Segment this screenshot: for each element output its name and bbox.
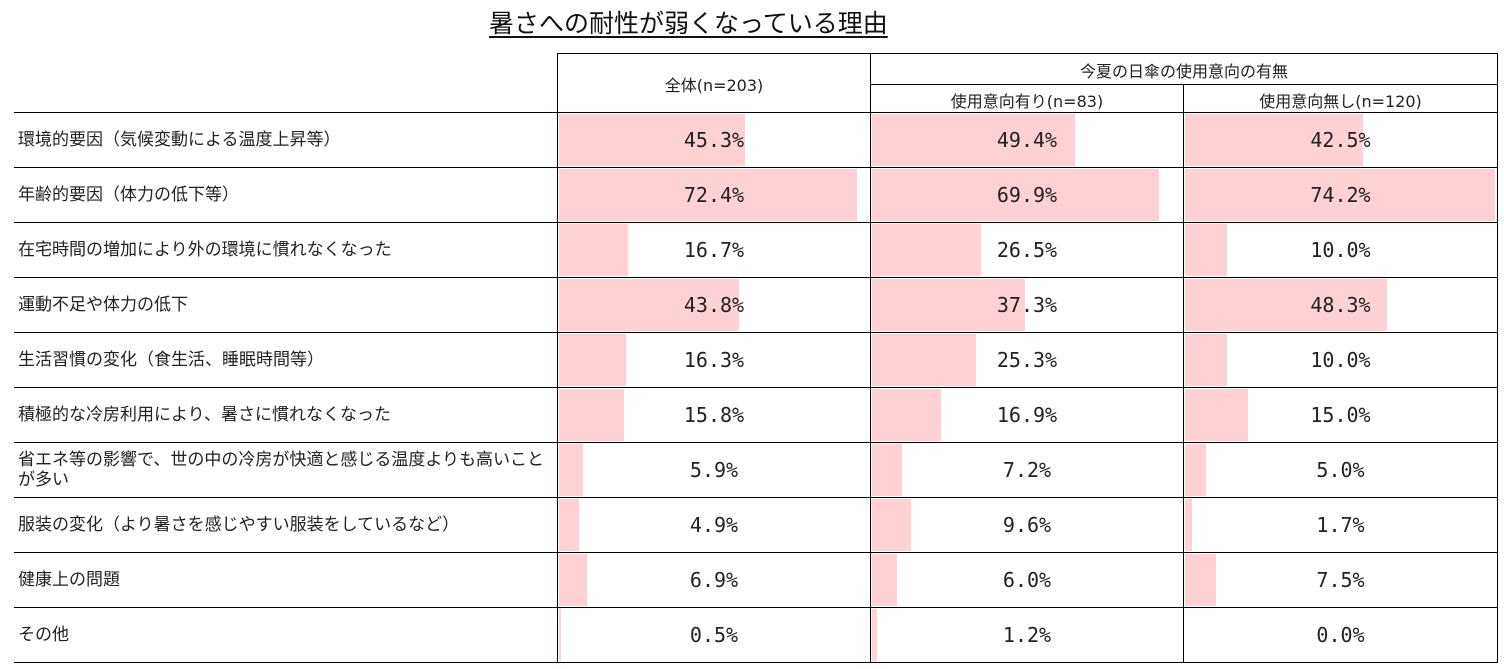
row-border — [14, 442, 1498, 443]
row-border — [14, 332, 1498, 333]
row-border — [14, 112, 1498, 113]
row-label: その他 — [18, 625, 69, 645]
bar — [559, 444, 583, 496]
row-label: 積極的な冷房利用により、暑さに慣れなくなった — [18, 405, 391, 425]
bar — [1185, 114, 1363, 166]
row-label: 省エネ等の影響で、世の中の冷房が快適と感じる温度よりも高いことが多い — [18, 450, 544, 490]
value-label: 72.4% — [683, 183, 745, 207]
bar — [872, 169, 1159, 221]
bar — [1185, 389, 1248, 441]
row-border — [14, 277, 1498, 278]
value-label: 16.7% — [683, 238, 745, 262]
column-border — [870, 53, 871, 663]
value-label: 9.6% — [1002, 513, 1052, 537]
bar — [872, 334, 976, 386]
value-label: 25.3% — [996, 348, 1058, 372]
value-label: 74.2% — [1310, 183, 1371, 207]
row-label: 運動不足や体力の低下 — [18, 295, 188, 315]
bar — [1185, 444, 1206, 496]
row-label: 環境的要因（気候変動による温度上昇等） — [18, 130, 341, 150]
header-without-intent: 使用意向無し(n=120) — [1259, 92, 1422, 111]
value-label: 10.0% — [1310, 348, 1371, 372]
column-border — [1183, 84, 1184, 663]
bar — [872, 224, 981, 276]
bar — [872, 609, 877, 661]
value-label: 7.5% — [1316, 568, 1365, 592]
bar — [872, 444, 902, 496]
row-label: 年齢的要因（体力の低下等） — [18, 185, 239, 205]
value-label: 48.3% — [1310, 293, 1371, 317]
value-label: 7.2% — [1002, 458, 1052, 482]
bar — [559, 224, 628, 276]
bar — [559, 334, 626, 386]
header-top-border — [557, 53, 1498, 54]
value-label: 42.5% — [1310, 128, 1371, 152]
header-with-intent: 使用意向有り(n=83) — [950, 92, 1104, 111]
value-label: 0.5% — [689, 623, 739, 647]
row-label: 生活習慣の変化（食生活、睡眠時間等） — [18, 350, 324, 370]
bar — [1185, 279, 1387, 331]
bar — [559, 554, 587, 606]
bar — [872, 114, 1075, 166]
row-border — [14, 222, 1498, 223]
value-label: 1.7% — [1316, 513, 1365, 537]
value-label: 6.9% — [689, 568, 739, 592]
bar — [559, 279, 739, 331]
row-border — [14, 387, 1498, 388]
value-label: 4.9% — [689, 513, 739, 537]
header-group-divider — [871, 84, 1497, 85]
chart-title: 暑さへの耐性が弱くなっている理由 — [489, 9, 888, 38]
bar — [872, 279, 1025, 331]
value-label: 5.9% — [689, 458, 739, 482]
value-label: 16.9% — [996, 403, 1058, 427]
bar — [559, 169, 857, 221]
bar — [1185, 169, 1495, 221]
bar — [559, 389, 624, 441]
header-all: 全体(n=203) — [664, 76, 764, 95]
value-label: 43.8% — [683, 293, 745, 317]
bar — [1185, 499, 1192, 551]
bar — [559, 499, 579, 551]
bar — [559, 609, 561, 661]
value-label: 45.3% — [683, 128, 745, 152]
row-label: 健康上の問題 — [18, 570, 120, 590]
bar — [1185, 334, 1227, 386]
value-label: 49.4% — [996, 128, 1058, 152]
bar — [559, 114, 745, 166]
bar — [1185, 554, 1216, 606]
row-border — [14, 497, 1498, 498]
value-label: 15.0% — [1310, 403, 1371, 427]
row-label: 服装の変化（より暑さを感じやすい服装をしているなど） — [18, 515, 460, 535]
bar — [872, 554, 897, 606]
row-label: 在宅時間の増加により外の環境に慣れなくなった — [18, 240, 392, 260]
value-label: 1.2% — [1002, 623, 1052, 647]
value-label: 15.8% — [683, 403, 745, 427]
bar — [1185, 224, 1227, 276]
value-label: 10.0% — [1310, 238, 1371, 262]
value-label: 6.0% — [1002, 568, 1052, 592]
value-label: 37.3% — [996, 293, 1058, 317]
value-label: 5.0% — [1316, 458, 1365, 482]
row-border — [14, 552, 1498, 553]
column-border — [1497, 53, 1498, 663]
value-label: 26.5% — [996, 238, 1058, 262]
row-border — [14, 662, 1498, 663]
header-group: 今夏の日傘の使用意向の有無 — [1079, 62, 1288, 81]
value-label: 0.0% — [1316, 623, 1365, 647]
bar — [872, 389, 941, 441]
value-label: 16.3% — [683, 348, 745, 372]
row-border — [14, 607, 1498, 608]
row-border — [14, 167, 1498, 168]
column-border — [557, 53, 558, 663]
value-label: 69.9% — [996, 183, 1058, 207]
bar — [872, 499, 911, 551]
